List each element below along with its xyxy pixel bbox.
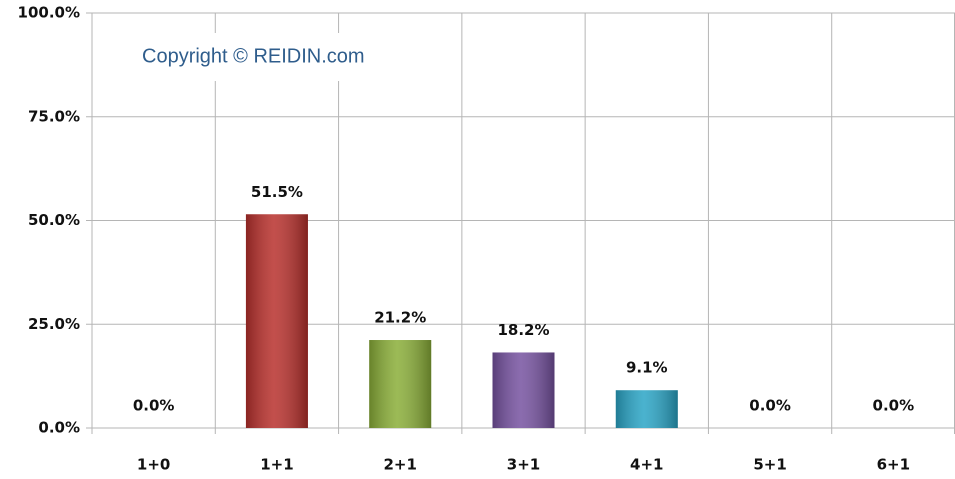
y-tick-label: 75.0% xyxy=(28,107,80,125)
annotation-box xyxy=(130,33,425,81)
x-tick-label: 1+1 xyxy=(260,456,293,474)
x-tick-label: 2+1 xyxy=(383,456,416,474)
y-tick-label: 0.0% xyxy=(38,419,80,437)
x-tick-label: 3+1 xyxy=(507,456,540,474)
bar-shine xyxy=(245,214,308,428)
category-grid xyxy=(91,13,955,434)
value-label: 0.0% xyxy=(873,397,915,415)
value-label: 21.2% xyxy=(374,309,426,327)
bar-shine xyxy=(492,352,555,428)
bar-shine xyxy=(369,340,432,428)
x-tick-label: 6+1 xyxy=(877,456,910,474)
value-label: 51.5% xyxy=(251,183,303,201)
value-label: 18.2% xyxy=(497,321,549,339)
value-label: 0.0% xyxy=(749,397,791,415)
value-label: 0.0% xyxy=(133,397,175,415)
bar-shine xyxy=(615,390,678,428)
value-label: 9.1% xyxy=(626,359,668,377)
y-tick-label: 50.0% xyxy=(28,211,80,229)
x-tick-label: 4+1 xyxy=(630,456,663,474)
y-tick-label: 25.0% xyxy=(28,315,80,333)
annotation: Copyright © REIDIN.com xyxy=(142,45,365,67)
y-tick-label: 100.0% xyxy=(18,4,80,22)
x-tick-label: 5+1 xyxy=(753,456,786,474)
x-tick-label: 1+0 xyxy=(137,456,170,474)
